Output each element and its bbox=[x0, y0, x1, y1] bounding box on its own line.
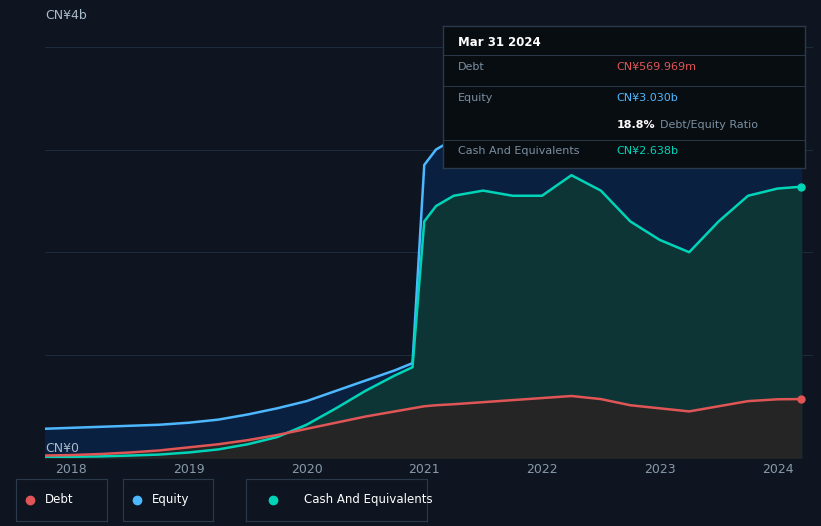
Text: Cash And Equivalents: Cash And Equivalents bbox=[458, 146, 580, 156]
Text: Mar 31 2024: Mar 31 2024 bbox=[458, 36, 540, 49]
Text: Debt: Debt bbox=[45, 493, 74, 506]
Text: Cash And Equivalents: Cash And Equivalents bbox=[304, 493, 433, 506]
Text: CN¥3.030b: CN¥3.030b bbox=[617, 93, 678, 103]
Text: CN¥0: CN¥0 bbox=[45, 442, 79, 456]
Text: CN¥4b: CN¥4b bbox=[45, 9, 87, 22]
Text: Debt: Debt bbox=[458, 62, 484, 72]
Text: Debt/Equity Ratio: Debt/Equity Ratio bbox=[660, 120, 758, 130]
Text: Equity: Equity bbox=[152, 493, 190, 506]
Text: Equity: Equity bbox=[458, 93, 493, 103]
Text: CN¥2.638b: CN¥2.638b bbox=[617, 146, 679, 156]
Text: CN¥569.969m: CN¥569.969m bbox=[617, 62, 697, 72]
Text: 18.8%: 18.8% bbox=[617, 120, 655, 130]
